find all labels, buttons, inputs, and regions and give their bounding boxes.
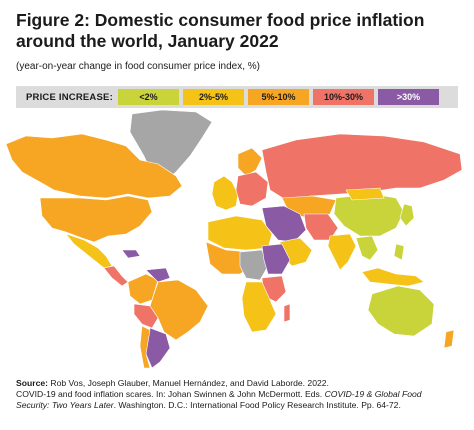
region-russia — [261, 133, 463, 201]
region-central-america — [103, 265, 129, 287]
source-line-1: Rob Vos, Joseph Glauber, Manuel Hernánde… — [50, 378, 329, 388]
region-scandinavia — [237, 147, 263, 177]
legend-item-above-30: >30% — [378, 89, 439, 105]
region-canada — [5, 133, 183, 199]
source-book-title-a: COVID-19 & Global Food — [324, 389, 422, 399]
region-china — [333, 193, 405, 237]
region-east-africa-north — [261, 243, 291, 275]
legend-item-5-10: 5%-10% — [248, 89, 309, 105]
region-australia — [367, 285, 435, 337]
source-line-2: COVID-19 and food inflation scares. In: … — [16, 389, 323, 399]
legend: PRICE INCREASE: <2% 2%-5% 5%-10% 10%-30%… — [16, 86, 458, 108]
region-southern-africa — [241, 281, 277, 333]
region-north-africa — [207, 215, 273, 251]
region-new-zealand — [443, 329, 455, 349]
region-mongolia — [345, 187, 385, 201]
region-central-africa — [239, 249, 269, 281]
region-venezuela — [145, 267, 171, 283]
world-map — [5, 110, 463, 369]
region-indonesia — [361, 267, 425, 287]
region-eastern-europe — [235, 171, 269, 207]
legend-label: PRICE INCREASE: — [26, 91, 113, 103]
legend-item-2-5: 2%-5% — [183, 89, 244, 105]
region-usa — [39, 195, 153, 243]
source-book-title-b: Security: Two Years Later — [16, 400, 114, 410]
figure-subtitle: (year-on-year change in food consumer pr… — [16, 61, 261, 72]
region-philippines — [393, 243, 405, 261]
region-western-europe — [211, 175, 239, 211]
region-india — [327, 233, 357, 271]
region-madagascar — [283, 303, 291, 323]
legend-item-below-2: <2% — [118, 89, 179, 105]
source-line-3: . Washington. D.C.: International Food P… — [113, 400, 401, 410]
figure-title: Figure 2: Domestic consumer food price i… — [16, 10, 425, 51]
region-japan — [399, 203, 415, 227]
legend-item-10-30: 10%-30% — [313, 89, 374, 105]
region-southeast-asia — [355, 235, 379, 261]
region-peru-bolivia — [133, 303, 159, 329]
source-note: Source: Rob Vos, Joseph Glauber, Manuel … — [16, 378, 462, 411]
region-chile — [139, 325, 151, 369]
region-caribbean — [121, 249, 141, 259]
source-label: Source: — [16, 378, 48, 388]
